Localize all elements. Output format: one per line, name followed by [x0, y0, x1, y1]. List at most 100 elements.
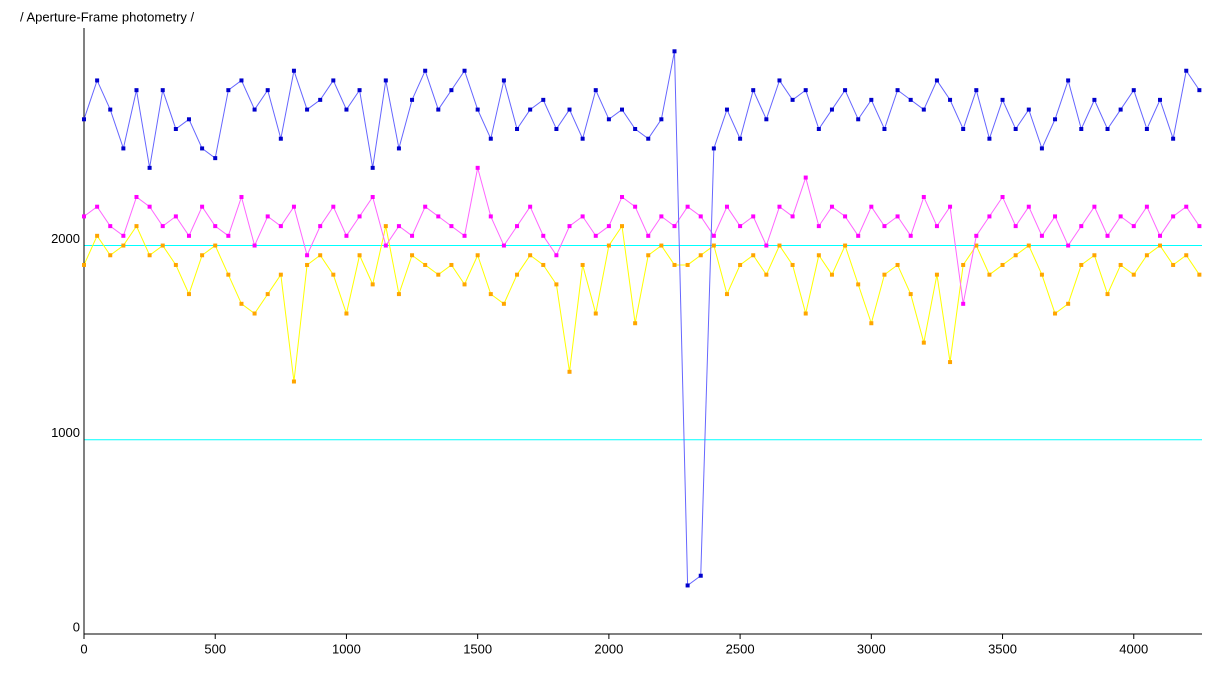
data-point — [685, 583, 690, 588]
data-point — [82, 214, 86, 219]
data-point — [948, 97, 953, 102]
data-point — [803, 175, 808, 180]
data-point — [265, 214, 270, 219]
data-point — [672, 262, 677, 267]
data-point — [383, 243, 388, 248]
y-tick-label: 2000 — [51, 231, 80, 246]
data-point — [580, 136, 585, 141]
data-point — [908, 292, 913, 297]
data-point — [803, 88, 808, 93]
data-point — [515, 127, 520, 131]
data-point — [383, 78, 388, 83]
data-point — [226, 233, 231, 238]
data-point — [948, 360, 953, 365]
data-point — [882, 127, 887, 131]
data-point — [659, 243, 664, 248]
data-point — [318, 97, 323, 102]
data-point — [1053, 311, 1058, 316]
data-point — [331, 78, 336, 83]
series-line — [83, 51, 1200, 587]
data-point — [200, 253, 205, 258]
data-point — [1131, 88, 1136, 93]
x-tick-label: 500 — [204, 641, 226, 656]
data-point — [95, 78, 100, 83]
data-point — [1092, 204, 1097, 209]
data-point — [829, 107, 834, 112]
data-point — [344, 233, 349, 238]
data-point — [869, 97, 874, 102]
data-point — [620, 107, 625, 112]
data-point — [252, 107, 257, 112]
data-point — [134, 88, 139, 93]
data-point — [1144, 204, 1149, 209]
data-point — [711, 243, 716, 248]
data-point — [501, 243, 506, 248]
data-point — [1197, 272, 1202, 277]
data-point — [357, 214, 362, 219]
data-point — [882, 272, 887, 277]
data-point — [173, 127, 178, 131]
data-point — [501, 301, 506, 306]
x-tick-label: 3500 — [988, 641, 1017, 656]
data-point — [226, 272, 231, 277]
data-point — [239, 301, 244, 306]
data-point — [265, 292, 270, 297]
data-point — [265, 88, 270, 93]
data-point — [239, 78, 244, 83]
data-point — [1039, 146, 1044, 151]
data-point — [1184, 68, 1189, 73]
data-point — [515, 272, 520, 277]
data-point — [396, 224, 401, 229]
data-point — [252, 311, 257, 316]
x-tick-label: 1500 — [463, 641, 492, 656]
data-point — [1184, 204, 1189, 209]
data-point — [620, 224, 625, 229]
data-point — [1000, 97, 1005, 102]
data-point — [305, 107, 310, 112]
data-point — [475, 253, 480, 258]
data-point — [724, 107, 729, 112]
data-point — [134, 194, 139, 199]
data-point — [213, 224, 218, 229]
data-point — [1105, 292, 1110, 297]
data-point — [291, 68, 296, 73]
data-point — [1158, 233, 1163, 238]
data-point — [186, 292, 191, 297]
data-point — [1144, 127, 1149, 131]
data-point — [436, 107, 441, 112]
data-point — [948, 204, 953, 209]
data-point — [147, 204, 152, 209]
data-point — [829, 204, 834, 209]
data-point — [1197, 88, 1202, 93]
data-point — [895, 214, 900, 219]
data-point — [370, 194, 375, 199]
data-point — [462, 233, 467, 238]
data-point — [987, 214, 992, 219]
data-point — [659, 214, 664, 219]
data-point — [580, 214, 585, 219]
data-point — [396, 292, 401, 297]
data-point — [843, 243, 848, 248]
data-point — [593, 233, 598, 238]
data-point — [751, 214, 756, 219]
data-point — [593, 311, 598, 316]
data-point — [882, 224, 887, 229]
chart-title: / Aperture-Frame photometry / — [20, 9, 195, 24]
data-point — [790, 97, 795, 102]
data-point — [751, 88, 756, 93]
data-point — [803, 311, 808, 316]
data-point — [410, 253, 415, 258]
data-point — [606, 224, 611, 229]
data-point — [436, 214, 441, 219]
data-point — [515, 224, 520, 229]
data-point — [567, 107, 572, 112]
data-point — [95, 204, 100, 209]
data-point — [200, 204, 205, 209]
data-point — [488, 136, 493, 141]
data-point — [567, 224, 572, 229]
data-point — [344, 311, 349, 316]
data-point — [738, 136, 743, 141]
data-point — [278, 224, 283, 229]
data-point — [829, 272, 834, 277]
data-point — [1013, 253, 1018, 258]
